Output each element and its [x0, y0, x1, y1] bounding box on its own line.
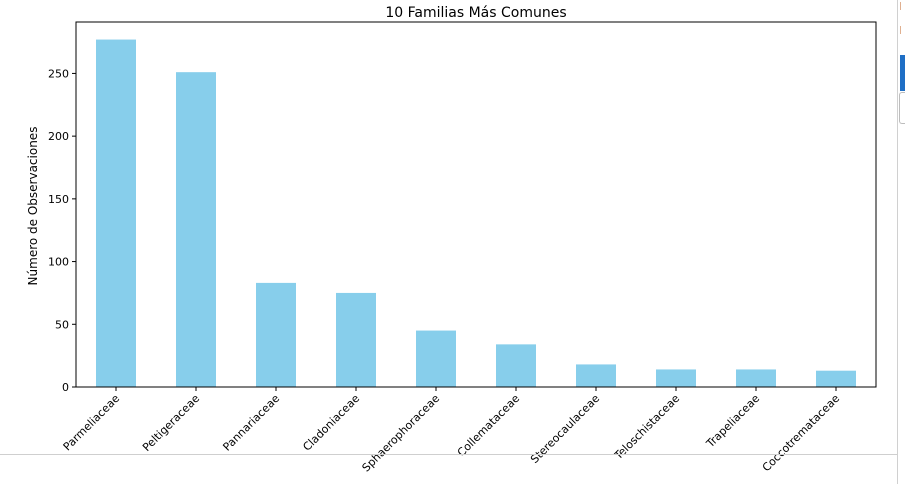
x-tick-label: Peltigeraceae — [140, 392, 202, 454]
x-tick-label: Pannariaceae — [220, 392, 282, 454]
y-tick-label: 200 — [48, 130, 69, 143]
y-tick-label: 100 — [48, 256, 69, 269]
bottom-divider — [0, 454, 897, 455]
bar-peltigeraceae — [176, 72, 216, 388]
x-tick-label: Cladoniaceae — [300, 392, 362, 454]
y-axis-label: Número de Observaciones — [26, 127, 40, 286]
x-tick-label: Trapeliaceae — [703, 392, 762, 451]
window-edge — [897, 0, 905, 484]
x-ticks-group: Parmeliaceae Peltigeraceae Pannariaceae Cla… — [61, 387, 842, 475]
x-tick-label: Sphaerophoraceae — [360, 392, 443, 475]
bar-pannariaceae — [256, 282, 296, 387]
chart-title: 10 Familias Más Comunes — [385, 5, 566, 21]
x-tick-label: Teloschistaceae — [611, 392, 682, 463]
edge-accent — [900, 55, 905, 91]
edge-box — [899, 92, 905, 124]
bar-cladoniaceae — [336, 292, 376, 387]
y-tick-label: 0 — [62, 381, 69, 394]
x-tick-label: Collemataceae — [455, 392, 522, 459]
plot-frame — [75, 21, 877, 388]
bar-collemataceae — [496, 344, 536, 387]
bar-coccotremataceae — [816, 370, 856, 387]
bar-teloschistaceae — [656, 369, 696, 387]
x-tick-label: Coccotremataceae — [760, 392, 842, 474]
bar-stereocaulaceae — [576, 364, 616, 387]
y-ticks-group: 0 50 100 150 200 250 — [48, 67, 76, 394]
bar-sphaerophoraceae — [416, 330, 456, 387]
x-tick-label: Parmeliaceae — [61, 392, 123, 454]
bars-group — [96, 39, 856, 388]
bar-parmeliaceae — [96, 39, 136, 387]
y-tick-label: 50 — [55, 318, 69, 331]
y-tick-label: 250 — [48, 67, 69, 80]
edge-mark — [900, 2, 905, 10]
edge-mark — [900, 26, 905, 34]
y-tick-label: 150 — [48, 193, 69, 206]
bar-trapeliaceae — [736, 369, 776, 387]
